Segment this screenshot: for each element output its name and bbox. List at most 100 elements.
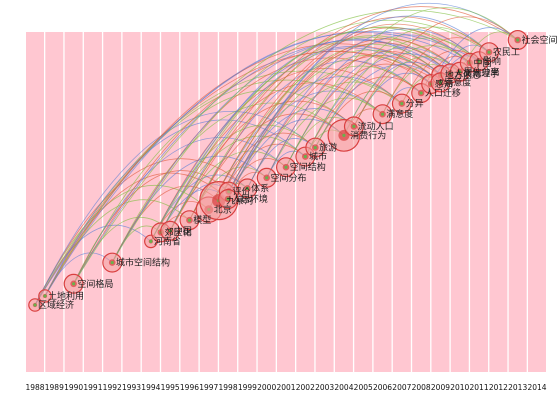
keyword-node-center-18 <box>352 124 356 128</box>
keyword-node-3 <box>102 252 123 273</box>
citation-link-87 <box>314 64 441 148</box>
year-label-1994: 1994 <box>141 383 160 392</box>
year-stripe-2010 <box>450 32 469 372</box>
keyword-node-center-20 <box>400 102 404 106</box>
citation-link-24 <box>111 102 345 263</box>
keyword-node-20 <box>391 93 412 114</box>
keyword-label-13: 空间分布 <box>270 172 306 184</box>
citation-link-44 <box>169 35 461 231</box>
keyword-label-30: 社会空间 <box>521 34 557 46</box>
keyword-label-1: 土地利用 <box>48 290 84 302</box>
citation-link-85 <box>304 26 490 157</box>
keyword-node-19 <box>372 104 393 125</box>
year-label-2008: 2008 <box>412 383 431 392</box>
keyword-node-center-0 <box>33 303 37 307</box>
keyword-label-5: 郊区化 <box>165 226 192 238</box>
keyword-node-6 <box>160 220 181 241</box>
keyword-label-11: 人居环境 <box>232 193 268 205</box>
year-stripe-2012 <box>489 32 508 372</box>
keyword-label-23: 地方依恋 <box>445 69 481 81</box>
keyword-node-12 <box>237 178 258 199</box>
keyword-label-8: 北京 <box>214 204 232 216</box>
keyword-label-18: 流动人口 <box>358 120 394 132</box>
citation-link-68 <box>227 42 451 200</box>
keyword-label-16: 旅游 <box>319 142 337 154</box>
year-label-1997: 1997 <box>199 383 218 392</box>
year-stripe-1989 <box>45 32 64 372</box>
year-stripe-1992 <box>103 32 122 372</box>
year-label-1989: 1989 <box>45 383 64 392</box>
citation-link-59 <box>218 27 471 201</box>
year-stripe-1993 <box>122 32 141 372</box>
year-stripe-1991 <box>83 32 102 372</box>
citation-link-13 <box>44 32 470 297</box>
year-stripe-2001 <box>277 32 295 372</box>
year-label-1990: 1990 <box>64 383 83 392</box>
keyword-node-center-29 <box>487 50 491 54</box>
year-stripe-1988 <box>26 32 44 372</box>
keyword-node-center-11 <box>226 197 230 201</box>
citation-link-93 <box>353 56 461 127</box>
citation-link-11 <box>44 79 383 297</box>
citation-link-5 <box>34 51 441 306</box>
year-stripe-2007 <box>392 32 411 372</box>
year-stripe-2004 <box>334 32 353 372</box>
year-label-1991: 1991 <box>83 383 102 392</box>
year-stripe-2011 <box>470 32 489 372</box>
citation-link-1 <box>34 184 210 306</box>
keyword-node-center-24 <box>438 80 443 84</box>
keyword-label-4: 河南省 <box>154 235 181 247</box>
keyword-node-14 <box>276 157 297 178</box>
keyword-node-29 <box>479 42 500 63</box>
keyword-label-17: 消费行为 <box>350 129 386 141</box>
citation-link-75 <box>266 97 383 178</box>
keyword-node-center-7 <box>187 218 192 222</box>
keyword-label-28: 影响 <box>483 55 501 67</box>
year-label-1999: 1999 <box>238 383 257 392</box>
keyword-node-center-30 <box>516 38 520 42</box>
year-stripe-1994 <box>141 32 160 372</box>
citation-link-3 <box>34 111 316 306</box>
citation-link-72 <box>247 55 441 189</box>
year-label-1988: 1988 <box>25 383 44 392</box>
year-stripe-1996 <box>180 32 199 372</box>
keyword-label-7: 模型 <box>193 215 211 226</box>
year-label-2014: 2014 <box>527 383 546 392</box>
citation-link-45 <box>169 6 518 231</box>
keyword-label-22: 感知 <box>435 78 453 90</box>
keyword-label-21: 人口迁移 <box>425 87 461 99</box>
citation-link-64 <box>228 2 518 192</box>
year-label-2007: 2007 <box>392 383 411 392</box>
keyword-label-19: 满意度 <box>386 108 413 120</box>
year-stripe-2000 <box>257 32 276 372</box>
keyword-label-25: 人文地理学 <box>454 67 499 79</box>
keyword-node-center-2 <box>72 282 76 286</box>
year-label-2000: 2000 <box>257 383 276 392</box>
citation-link-0 <box>34 224 152 306</box>
keyword-node-11 <box>218 189 239 210</box>
keyword-node-center-12 <box>245 186 249 190</box>
keyword-label-27: 中国 <box>474 57 492 69</box>
citation-link-94 <box>353 16 518 127</box>
year-axis: 1988 1989 1990 1991 1992 1993 1994 1995 1996 1997… <box>25 383 546 392</box>
keyword-node-1 <box>38 289 52 303</box>
citation-link-57 <box>218 90 383 201</box>
keyword-node-13 <box>256 167 277 188</box>
citation-link-20 <box>73 9 518 285</box>
keyword-label-10: 评价 <box>233 187 251 198</box>
citation-link-69 <box>227 15 490 200</box>
year-label-2011: 2011 <box>470 383 489 392</box>
keyword-label-6: 中国 <box>174 225 192 237</box>
keyword-node-16 <box>305 137 326 158</box>
citation-link-97 <box>382 37 490 115</box>
citation-link-25 <box>111 57 422 263</box>
citation-link-88 <box>314 37 480 148</box>
citation-link-16 <box>73 137 287 284</box>
year-label-2005: 2005 <box>354 383 373 392</box>
citation-link-9 <box>44 172 229 297</box>
keyword-label-26: 居住分离 <box>464 66 500 78</box>
keyword-node-center-6 <box>168 229 172 233</box>
keyword-node-center-16 <box>313 146 317 150</box>
keyword-node-2 <box>63 273 84 294</box>
